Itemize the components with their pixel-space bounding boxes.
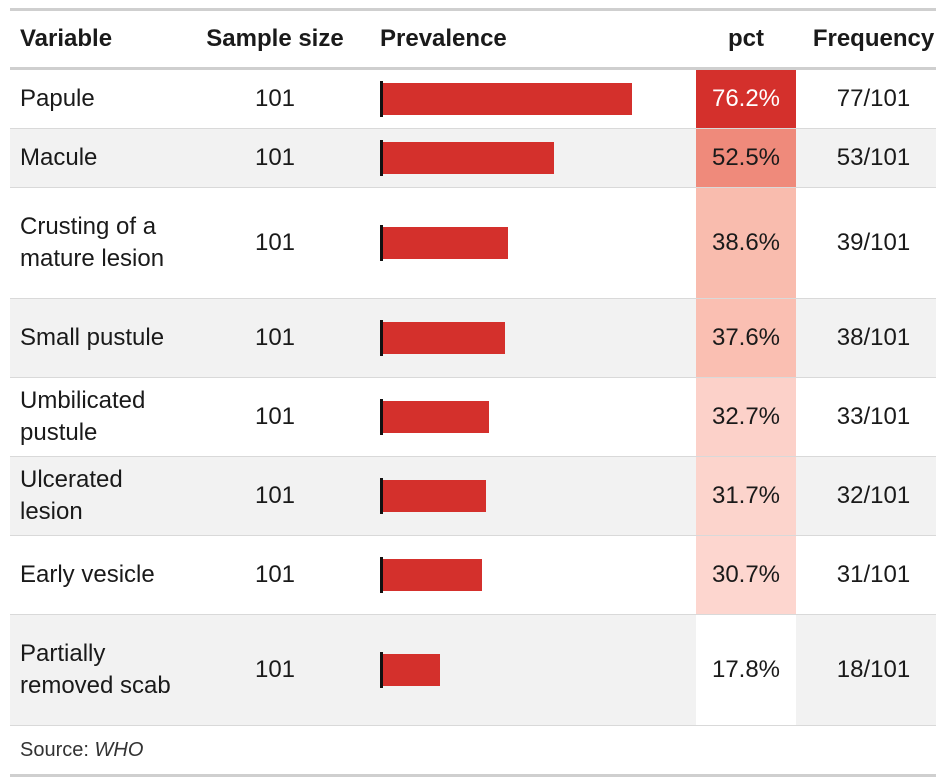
cell-frequency: 31/101 xyxy=(796,535,936,615)
header-frequency: Frequency xyxy=(796,11,936,70)
table-row: Partially removed scab 101 17.8% 18/101 xyxy=(10,614,936,726)
bar-cell xyxy=(380,129,696,187)
cell-prevalence xyxy=(365,535,696,615)
table-row: Small pustule 101 37.6% 38/101 xyxy=(10,298,936,378)
cell-variable: Umbilicated pustule xyxy=(10,377,185,457)
table-body: Papule 101 76.2% 77/101 Macule 101 52.5% 53/101… xyxy=(10,68,936,726)
cell-pct: 38.6% xyxy=(696,187,796,299)
cell-pct: 31.7% xyxy=(696,456,796,536)
table-row: Umbilicated pustule 101 32.7% 33/101 xyxy=(10,377,936,457)
header-sample-size: Sample size xyxy=(185,11,365,70)
cell-variable: Partially removed scab xyxy=(10,614,185,726)
cell-pct: 17.8% xyxy=(696,614,796,726)
bar-baseline xyxy=(380,399,383,435)
header-pct: pct xyxy=(696,11,796,70)
header-prevalence: Prevalence xyxy=(365,11,696,70)
bar-cell xyxy=(380,378,696,456)
cell-sample-size: 101 xyxy=(185,187,365,299)
cell-prevalence xyxy=(365,187,696,299)
bar-baseline xyxy=(380,478,383,514)
table-row: Papule 101 76.2% 77/101 xyxy=(10,68,936,129)
bar-cell xyxy=(380,188,696,298)
cell-frequency: 53/101 xyxy=(796,128,936,188)
cell-sample-size: 101 xyxy=(185,298,365,378)
source-value: WHO xyxy=(94,739,144,761)
prevalence-bar xyxy=(381,480,486,512)
bar-baseline xyxy=(380,81,383,117)
source-row: Source: WHO xyxy=(10,725,936,777)
cell-sample-size: 101 xyxy=(185,535,365,615)
cell-frequency: 38/101 xyxy=(796,298,936,378)
bar-baseline xyxy=(380,225,383,261)
cell-pct: 76.2% xyxy=(696,68,796,129)
prevalence-bar xyxy=(381,654,440,686)
cell-prevalence xyxy=(365,128,696,188)
table-row: Macule 101 52.5% 53/101 xyxy=(10,128,936,188)
prevalence-bar xyxy=(381,227,508,259)
cell-frequency: 77/101 xyxy=(796,68,936,129)
prevalence-bar xyxy=(381,83,632,115)
cell-sample-size: 101 xyxy=(185,377,365,457)
header-row: Variable Sample size Prevalence pct Freq… xyxy=(10,11,936,70)
prevalence-table: Variable Sample size Prevalence pct Freq… xyxy=(10,11,936,777)
cell-pct: 52.5% xyxy=(696,128,796,188)
cell-sample-size: 101 xyxy=(185,68,365,129)
cell-sample-size: 101 xyxy=(185,456,365,536)
cell-variable: Macule xyxy=(10,128,185,188)
cell-prevalence xyxy=(365,456,696,536)
bar-cell xyxy=(380,70,696,128)
header-variable: Variable xyxy=(10,11,185,70)
cell-frequency: 39/101 xyxy=(796,187,936,299)
cell-pct: 37.6% xyxy=(696,298,796,378)
source-note: Source: WHO xyxy=(10,725,936,777)
cell-prevalence xyxy=(365,68,696,129)
cell-variable: Crusting of a mature lesion xyxy=(10,187,185,299)
cell-sample-size: 101 xyxy=(185,614,365,726)
prevalence-bar xyxy=(381,401,489,433)
cell-prevalence xyxy=(365,377,696,457)
table-row: Ulcerated lesion 101 31.7% 32/101 xyxy=(10,456,936,536)
bar-baseline xyxy=(380,320,383,356)
cell-sample-size: 101 xyxy=(185,128,365,188)
prevalence-bar xyxy=(381,559,482,591)
source-label: Source: xyxy=(20,739,89,761)
prevalence-bar xyxy=(381,142,554,174)
cell-frequency: 33/101 xyxy=(796,377,936,457)
top-rule xyxy=(10,8,936,11)
cell-pct: 32.7% xyxy=(696,377,796,457)
bar-cell xyxy=(380,536,696,614)
cell-prevalence xyxy=(365,614,696,726)
bar-baseline xyxy=(380,557,383,593)
cell-frequency: 18/101 xyxy=(796,614,936,726)
bar-baseline xyxy=(380,652,383,688)
cell-variable: Early vesicle xyxy=(10,535,185,615)
bar-baseline xyxy=(380,140,383,176)
cell-prevalence xyxy=(365,298,696,378)
cell-variable: Papule xyxy=(10,68,185,129)
prevalence-table-container: Variable Sample size Prevalence pct Freq… xyxy=(10,8,936,777)
cell-variable: Ulcerated lesion xyxy=(10,456,185,536)
bar-cell xyxy=(380,615,696,725)
cell-frequency: 32/101 xyxy=(796,456,936,536)
table-row: Early vesicle 101 30.7% 31/101 xyxy=(10,535,936,615)
cell-pct: 30.7% xyxy=(696,535,796,615)
prevalence-bar xyxy=(381,322,505,354)
bar-cell xyxy=(380,457,696,535)
cell-variable: Small pustule xyxy=(10,298,185,378)
bar-cell xyxy=(380,299,696,377)
table-row: Crusting of a mature lesion 101 38.6% 39/10… xyxy=(10,187,936,299)
